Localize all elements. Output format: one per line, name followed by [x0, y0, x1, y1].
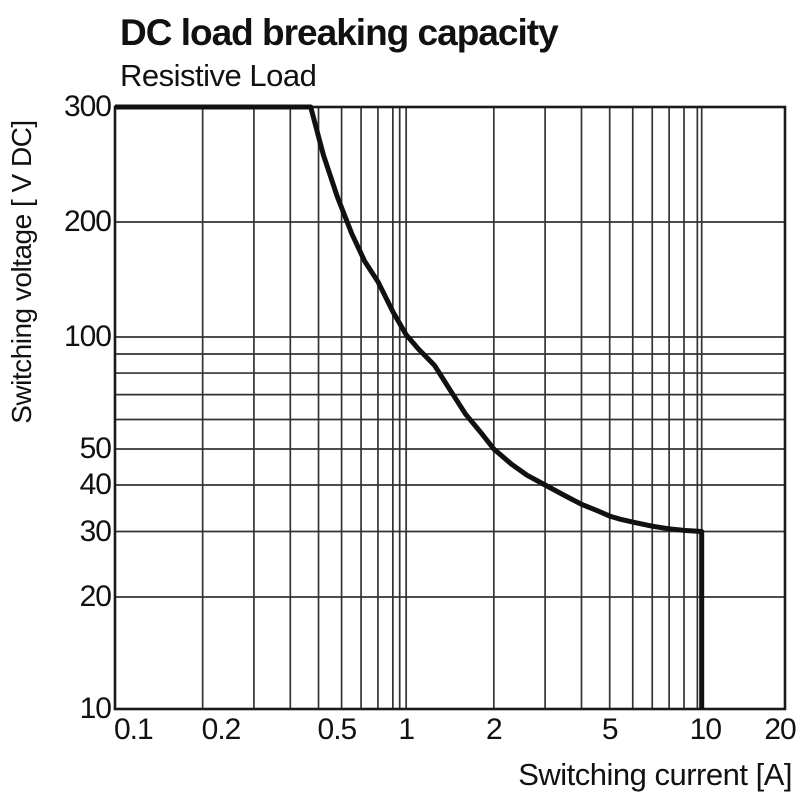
load-curve — [115, 104, 705, 709]
y-tick-label: 10 — [79, 692, 112, 725]
plot-border — [113, 105, 787, 711]
x-tick-label: 20 — [764, 713, 796, 746]
chart-subtitle: Resistive Load — [120, 58, 317, 93]
y-tick-label: 20 — [79, 580, 112, 614]
y-tick-label: 300 — [63, 90, 112, 123]
x-tick-label: 1 — [398, 713, 415, 746]
y-tick-label: 200 — [63, 205, 112, 238]
y-axis-title: Switching voltage [ V DC] — [6, 120, 37, 424]
x-tick-label: 0.1 — [114, 713, 154, 746]
x-tick-label: 0.5 — [317, 713, 358, 746]
y-tick-label: 50 — [79, 431, 112, 465]
x-tick-label: 10 — [689, 713, 722, 746]
x-tick-label: 0.2 — [201, 713, 242, 746]
y-tick-label: 40 — [79, 468, 112, 502]
y-tick-label: 100 — [63, 320, 112, 353]
y-tick-label: 30 — [79, 514, 112, 548]
x-tick-label: 5 — [601, 713, 619, 746]
x-axis-title: Switching current [A] — [518, 757, 792, 792]
chart-title: DC load breaking capacity — [120, 12, 559, 53]
x-tick-label: 2 — [485, 713, 503, 746]
